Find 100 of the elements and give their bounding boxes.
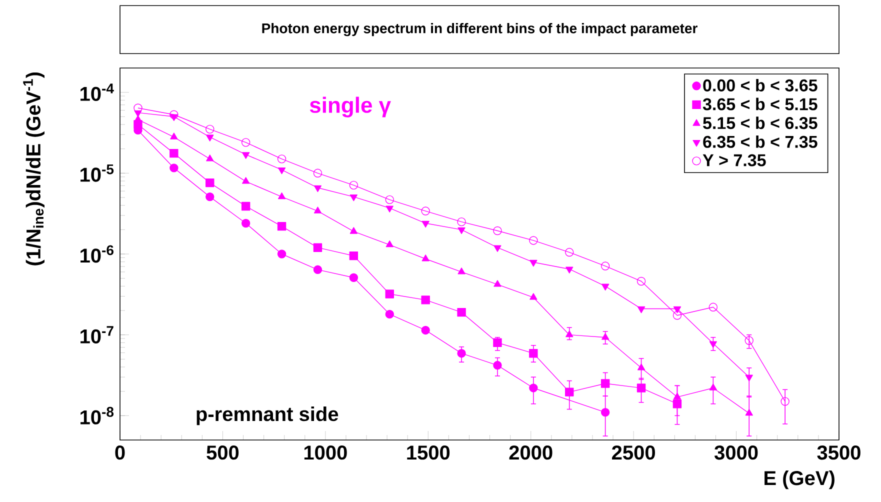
point <box>530 293 538 300</box>
point <box>494 280 502 287</box>
point <box>170 164 178 172</box>
point <box>313 265 322 274</box>
x-tick-label: 2500 <box>612 446 655 460</box>
point <box>314 185 322 192</box>
point <box>170 132 178 140</box>
point <box>242 177 250 184</box>
point <box>600 408 610 417</box>
x-tick-label: 3500 <box>817 446 860 460</box>
point <box>600 262 610 270</box>
point <box>780 397 790 406</box>
point <box>241 202 250 211</box>
point <box>708 302 718 312</box>
chart-title: Photon energy spectrum in different bins of the impact parameter <box>262 23 698 36</box>
point <box>745 408 753 416</box>
point <box>278 192 286 200</box>
point <box>278 167 286 174</box>
point <box>566 330 574 338</box>
point <box>602 284 610 291</box>
x-tick-label: 3000 <box>714 446 758 460</box>
point <box>457 217 466 226</box>
point <box>349 180 358 190</box>
point <box>745 374 753 382</box>
point <box>385 195 394 204</box>
point <box>529 384 538 392</box>
y-tick-label: 10$^{-6}$ <box>80 245 114 263</box>
point <box>636 384 646 392</box>
legend-label: 5.15 < b < 6.35 <box>703 116 818 130</box>
x-axis-title: E (GeV) <box>764 470 834 490</box>
point <box>637 306 646 314</box>
point <box>637 364 646 370</box>
point <box>493 360 502 370</box>
y-tick-label: 10$^{-7}$ <box>80 326 114 344</box>
annotation: p-remnant side <box>196 406 338 426</box>
point <box>673 306 682 314</box>
point <box>672 311 682 320</box>
y-tick-label: 10$^{-5}$ <box>80 164 114 182</box>
point <box>385 310 394 319</box>
point <box>422 220 430 228</box>
x-tick-label: 0 <box>115 446 125 460</box>
x-tick-label: 500 <box>206 446 239 460</box>
legend-label: 0.00 < b < 3.65 <box>703 78 818 92</box>
legend-label: 6.35 < b < 7.35 <box>703 135 818 148</box>
point <box>277 250 286 258</box>
point <box>709 384 717 390</box>
point <box>457 308 466 317</box>
x-tick-label: 2000 <box>509 446 552 460</box>
point <box>277 222 286 231</box>
point <box>170 110 178 119</box>
point <box>600 379 610 388</box>
point <box>529 349 538 358</box>
point <box>349 273 358 282</box>
annotation: single γ <box>310 96 391 118</box>
point <box>494 245 502 252</box>
point <box>673 392 682 400</box>
point <box>241 218 250 228</box>
legend-label: Y > 7.35 <box>702 154 766 166</box>
point <box>458 268 466 274</box>
point <box>386 240 394 248</box>
point <box>457 349 466 358</box>
point <box>422 254 430 262</box>
point <box>709 341 717 348</box>
point <box>458 227 466 234</box>
point <box>421 296 430 304</box>
point <box>313 168 322 178</box>
point <box>529 236 538 245</box>
point <box>206 154 214 162</box>
point <box>241 138 250 147</box>
point <box>313 243 322 252</box>
point <box>421 206 430 216</box>
point <box>206 178 214 188</box>
point <box>349 251 358 260</box>
x-tick-label: 1500 <box>407 446 450 460</box>
point <box>672 400 682 408</box>
point <box>314 206 322 214</box>
point <box>493 226 502 236</box>
point <box>350 227 358 234</box>
point <box>206 134 214 142</box>
point <box>386 206 394 212</box>
point <box>744 336 754 345</box>
point <box>530 260 538 267</box>
point <box>565 248 574 257</box>
point <box>385 290 394 298</box>
point <box>277 154 286 164</box>
point <box>565 388 574 396</box>
y-tick-label: 10$^{-8}$ <box>80 406 114 424</box>
point <box>206 192 214 202</box>
point <box>421 326 430 335</box>
legend-label: 3.65 < b < 5.15 <box>702 98 818 110</box>
point <box>350 194 358 202</box>
point <box>636 276 646 286</box>
point <box>493 338 502 348</box>
point <box>566 266 574 274</box>
point <box>170 148 178 158</box>
y-axis-title: (1/N$_{ine}$)dN/dE (GeV$^{-1}$) <box>23 72 44 266</box>
y-tick-label: 10$^{-4}$ <box>80 84 114 101</box>
x-tick-label: 1000 <box>304 446 347 460</box>
point <box>242 152 250 159</box>
point <box>206 124 214 134</box>
